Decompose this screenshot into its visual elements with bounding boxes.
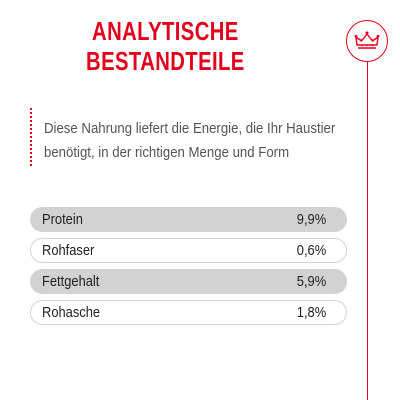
nutrient-row-fettgehalt: Fettgehalt 5,9% [30, 269, 347, 294]
nutrient-value: 1,8% [296, 304, 326, 321]
nutrient-label: Protein [42, 211, 83, 228]
description-text: Diese Nahrung liefert die Energie, die I… [44, 117, 336, 165]
nutrient-value: 0,6% [296, 242, 326, 259]
title-line-2: BESTANDTEILE [86, 46, 245, 76]
nutrient-label: Fettgehalt [42, 273, 100, 290]
description-line-1: Diese Nahrung liefert die Energie, die I… [44, 120, 336, 137]
page-title: ANALYTISCHE BESTANDTEILE [36, 16, 294, 76]
brand-badge [346, 20, 388, 62]
vertical-divider [367, 58, 368, 400]
dotted-accent-line [30, 108, 32, 166]
nutrient-label: Rohasche [42, 304, 101, 321]
nutrient-row-rohasche: Rohasche 1,8% [30, 300, 347, 325]
description-line-2: benötigt, in der richtigen Menge und For… [44, 144, 290, 161]
title-line-1: ANALYTISCHE [92, 16, 239, 46]
nutrient-value: 5,9% [296, 273, 326, 290]
nutrient-value: 9,9% [296, 211, 326, 228]
nutrient-table: Protein 9,9% Rohfaser 0,6% Fettgehalt 5,… [30, 207, 347, 331]
crown-icon [353, 30, 381, 52]
nutrient-label: Rohfaser [42, 242, 95, 259]
nutrient-row-protein: Protein 9,9% [30, 207, 347, 232]
nutrient-row-rohfaser: Rohfaser 0,6% [30, 238, 347, 263]
